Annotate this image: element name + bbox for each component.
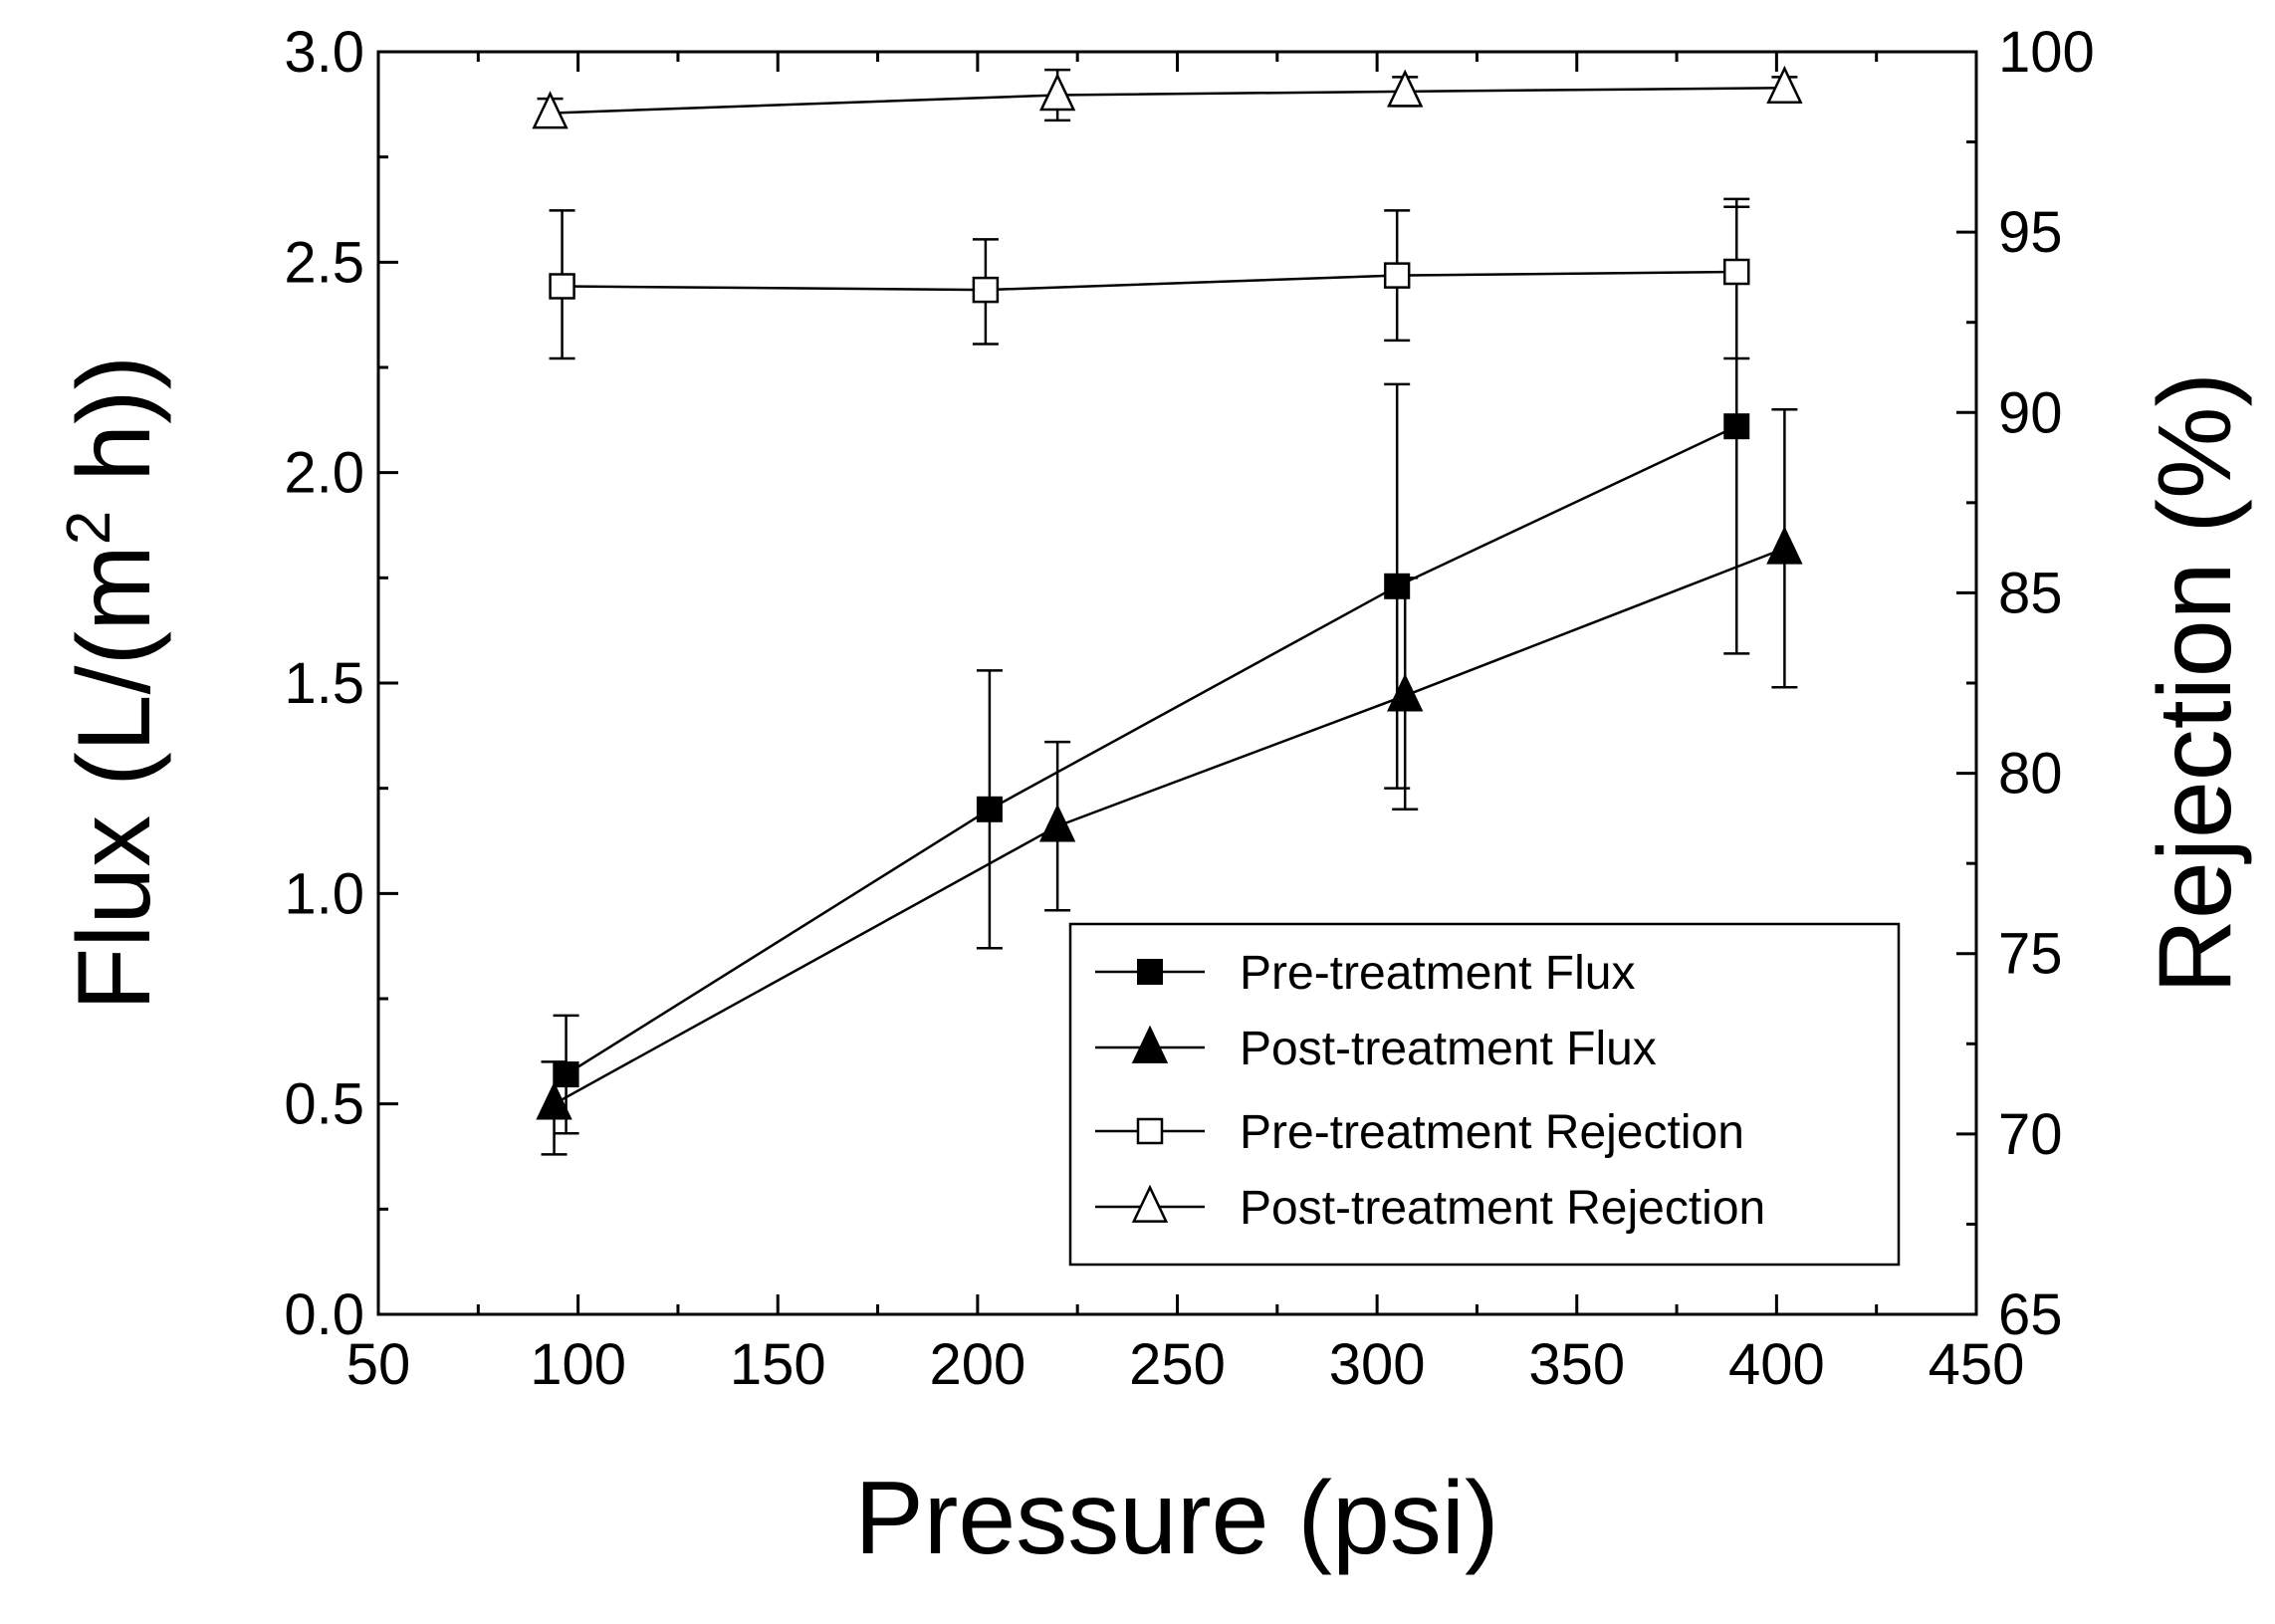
y-tick-label: 0.0 <box>284 1282 364 1347</box>
y-axis-title: Flux (L/(m2 h)) <box>55 355 172 1011</box>
y2-axis-title: Rejection (%) <box>2138 372 2253 994</box>
data-point <box>553 1061 579 1088</box>
data-point <box>1723 258 1750 286</box>
y2-tick-label: 100 <box>1998 20 2095 85</box>
legend-marker <box>1136 1117 1164 1145</box>
y2-tick-label: 75 <box>1998 922 2063 987</box>
x-tick-label: 100 <box>530 1332 626 1397</box>
legend-box <box>1068 922 1901 1267</box>
x-tick-label: 250 <box>1129 1332 1226 1397</box>
legend-label: Post-treatment Rejection <box>1240 1182 1765 1235</box>
ticks-layer: 50 100 150 200 250 300 350 400 450 0.0 0.5 1.0 1.5 2.… <box>284 20 2094 1397</box>
x-tick-label: 300 <box>1329 1332 1426 1397</box>
series-line <box>553 547 1785 1105</box>
y-axis-title-end: h)) <box>57 355 172 511</box>
data-point <box>536 1081 572 1120</box>
data-point <box>1766 65 1803 105</box>
y2-tick-label: 85 <box>1998 561 2063 625</box>
series-line <box>550 86 1785 115</box>
data-point <box>1766 526 1803 565</box>
y-tick-label: 2.0 <box>284 441 364 506</box>
legend-marker <box>1131 1184 1169 1223</box>
legend-marker <box>1137 959 1163 985</box>
series-layer <box>532 65 1803 1156</box>
y-tick-label: 2.5 <box>284 230 364 295</box>
legend-label: Pre-treatment Flux <box>1240 947 1635 1000</box>
y2-tick-label: 95 <box>1998 200 2063 265</box>
x-tick-label: 50 <box>346 1332 411 1397</box>
series-line <box>562 270 1737 292</box>
y2-tick-label: 80 <box>1998 742 2063 807</box>
series-line <box>565 425 1737 1076</box>
y-axis-title-sup: 2 <box>55 511 123 545</box>
y-tick-label: 0.5 <box>284 1072 364 1137</box>
x-tick-label: 400 <box>1728 1332 1825 1397</box>
data-point <box>976 796 1003 822</box>
series-post-treatment-rejection <box>532 65 1803 129</box>
data-point <box>1387 673 1424 712</box>
y-axis-title-main: Flux (L/(m <box>57 545 172 1011</box>
data-point <box>532 91 569 129</box>
legend-marker <box>1131 1025 1169 1063</box>
legend-label: Pre-treatment Rejection <box>1240 1106 1744 1159</box>
x-axis-title: Pressure (psi) <box>854 1461 1498 1576</box>
x-tick-label: 350 <box>1528 1332 1625 1397</box>
series-pre-treatment-rejection <box>549 205 1750 360</box>
y2-tick-label: 65 <box>1998 1282 2063 1347</box>
y-tick-label: 1.5 <box>284 651 364 716</box>
y2-tick-label: 70 <box>1998 1102 2063 1167</box>
data-point <box>1038 73 1076 112</box>
y2-tick-label: 90 <box>1998 380 2063 445</box>
data-point <box>1387 69 1424 108</box>
data-point <box>1383 262 1411 289</box>
legend-label: Post-treatment Flux <box>1240 1023 1657 1075</box>
y-tick-label: 3.0 <box>284 20 364 85</box>
x-tick-label: 200 <box>929 1332 1025 1397</box>
data-point <box>1038 804 1076 842</box>
x-tick-label: 150 <box>730 1332 826 1397</box>
data-point <box>1723 413 1750 440</box>
x-tick-label: 450 <box>1929 1332 2025 1397</box>
y-tick-label: 1.0 <box>284 861 364 926</box>
data-point <box>972 276 1000 304</box>
series-post-treatment-flux <box>536 408 1803 1156</box>
data-point <box>549 273 575 300</box>
legend: Pre-treatment Flux Post-treatment Flux Pre… <box>1068 922 1901 1267</box>
